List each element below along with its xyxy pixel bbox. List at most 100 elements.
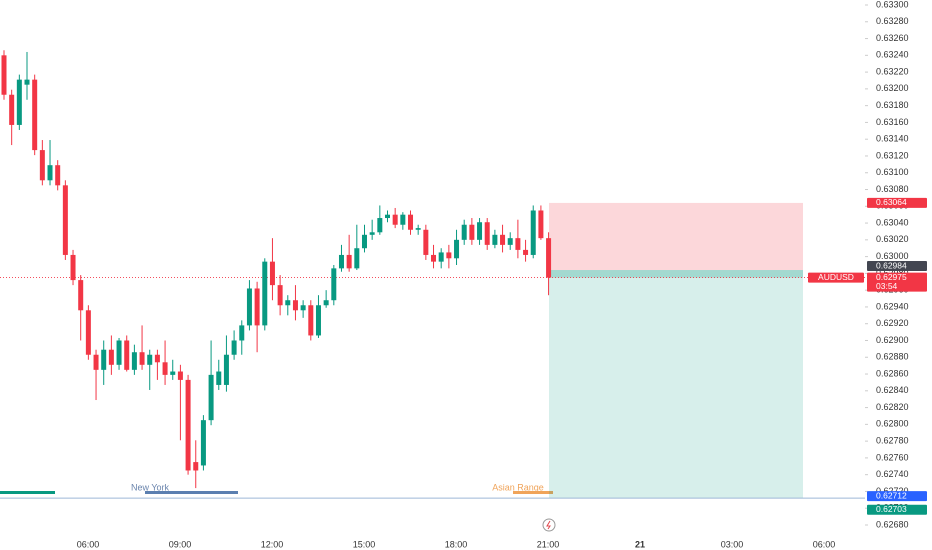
session-bar [145,491,238,494]
candle-body [216,371,222,385]
open-pnl [549,270,803,278]
candle-body [346,254,352,269]
price-tag-label: 0.62984 [876,260,907,270]
candle-body [361,234,367,249]
y-tick-label: 0.63100 [876,167,909,177]
candle-body [423,229,429,255]
x-tick-label: 12:00 [261,539,284,549]
candle-body [32,79,38,151]
candle-body [131,352,137,370]
candle-body [300,305,306,311]
session-label: Asian Range [492,482,544,492]
x-tick-label: 03:00 [721,539,744,549]
y-tick-label: 0.63180 [876,100,909,110]
y-tick-label: 0.62740 [876,469,909,479]
price-tag [867,197,927,208]
candle-body [55,165,61,186]
candle-body [277,285,283,306]
y-tick-label: 0.63020 [876,234,909,244]
symbol-tag-label: AUDUSD [818,272,854,282]
candle-body [546,238,552,278]
candle-body [254,288,260,326]
x-tick-label: 18:00 [445,539,468,549]
y-tick-label: 0.62920 [876,318,909,328]
candle-body [177,371,183,380]
y-tick-label: 0.63200 [876,83,909,93]
candle-body [400,214,406,225]
target-zone [549,270,803,499]
candle-body [200,420,206,466]
candle-body [431,254,437,262]
price-tag [867,491,927,502]
x-tick-label: 21:00 [537,539,560,549]
y-tick-label: 0.63160 [876,117,909,127]
candle-body [308,305,314,336]
candle-body [70,254,76,281]
y-tick-label: 0.62860 [876,368,909,378]
candle-body [1,55,7,95]
y-tick-label: 0.63120 [876,150,909,160]
candle-body [369,232,375,235]
candle-body [492,234,498,245]
y-tick-label: 0.62720 [876,486,909,496]
price-tag-label: 0.62975 [876,272,907,282]
y-tick-label: 0.63220 [876,66,909,76]
candle-body [415,228,421,230]
candle-body [16,79,22,125]
event-icon[interactable] [542,518,556,532]
y-tick-label: 0.63080 [876,184,909,194]
candle-body [530,210,536,255]
price-tag-label: 0.62703 [876,504,907,514]
candle-body [62,185,68,255]
price-tag-label: 0.62712 [876,490,907,500]
candle-body [223,354,229,385]
candle-body [454,239,460,259]
candle-body [477,222,483,240]
candle-body [147,354,153,365]
candle-body [500,234,506,245]
price-tag [867,504,927,515]
candle-body [239,325,245,341]
x-tick-label: 21 [635,539,645,549]
y-tick-label: 0.63000 [876,251,909,261]
candle-body [408,214,414,230]
candle-body [108,349,114,365]
candle-body [39,150,45,181]
candle-body [285,300,291,306]
candle-body [78,280,84,311]
y-tick-label: 0.62820 [876,402,909,412]
candle-body [246,288,252,326]
y-tick-label: 0.62760 [876,452,909,462]
y-tick-label: 0.62800 [876,419,909,429]
session-bar [513,491,553,494]
x-tick-label: 15:00 [353,539,376,549]
y-tick-label: 0.62880 [876,352,909,362]
symbol-tag [808,272,864,283]
y-tick-label: 0.62780 [876,436,909,446]
x-tick-label: 06:00 [813,539,836,549]
session-bar [0,491,55,494]
candle-body [538,210,544,239]
y-tick-label: 0.63140 [876,134,909,144]
sessions: New York Asian Range [0,482,553,494]
candle-body [47,165,53,181]
price-tag [867,272,927,292]
candle-body [338,254,344,269]
y-tick-label: 0.63240 [876,50,909,60]
candle-body [262,261,268,326]
y-tick-label: 0.62900 [876,335,909,345]
candle-body [116,340,122,365]
candle-body [154,354,160,363]
candle-body [162,362,168,375]
candle-body [385,214,390,219]
candle-body [124,340,130,370]
y-tick-label: 0.62940 [876,301,909,311]
y-tick-label: 0.63280 [876,16,909,26]
candle-body [101,349,107,370]
x-tick-label: 06:00 [77,539,100,549]
candle-body [24,79,30,85]
candle-body [208,374,214,421]
y-tick-label: 0.62680 [876,519,909,529]
